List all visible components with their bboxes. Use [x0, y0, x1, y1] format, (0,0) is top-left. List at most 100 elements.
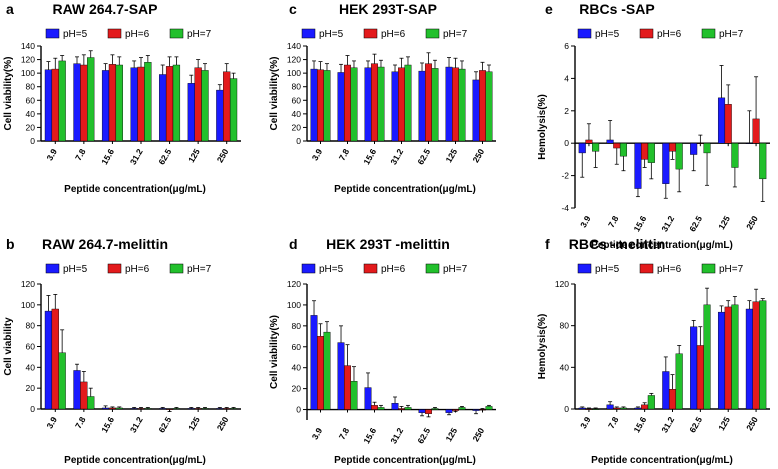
legend-label: pH=5 — [63, 29, 88, 40]
panel-b: b RAW 264.7-melittin pH=5 pH=6 pH=7 0 20 40 60 80… — [3, 236, 241, 466]
bar — [425, 63, 432, 142]
chart-title: RBCs -melittin — [569, 236, 665, 252]
y-tick-label: 40 — [292, 109, 302, 119]
bar — [759, 300, 767, 410]
bar — [745, 308, 753, 410]
bar — [418, 70, 426, 142]
bar — [137, 66, 145, 142]
legend-swatch — [169, 28, 184, 39]
bar — [364, 387, 372, 410]
legend-swatch — [363, 263, 378, 274]
legend-label: pH=5 — [319, 264, 344, 275]
bar — [452, 409, 459, 411]
legend-label: pH=7 — [719, 264, 744, 275]
panel-c: c HEK 293T-SAP pH=5 pH=6 pH=7 0 20 40 60 80 100 120… — [269, 1, 496, 195]
y-axis-label: Cell viability — [3, 317, 14, 376]
x-axis-label: Peptide concentration(μg/mL) — [64, 184, 206, 195]
y-tick-label: 60 — [292, 342, 302, 352]
x-tick-label: 7.8 — [606, 214, 621, 229]
bar — [165, 408, 174, 410]
bar — [703, 142, 711, 154]
bar — [229, 78, 238, 142]
legend-item: pH=7 — [701, 28, 744, 40]
bar — [115, 64, 123, 142]
bar — [485, 71, 493, 142]
legend-item: pH=7 — [169, 263, 212, 275]
y-tick-label: 80 — [292, 321, 302, 331]
x-tick-label: 250 — [744, 214, 760, 232]
bar — [696, 142, 704, 144]
bar — [108, 407, 117, 410]
panel-e: e RBCs -SAP pH=5 pH=6 pH=7 -4 -2 0 2 4 6 Hemolysis(… — [537, 1, 770, 251]
bar — [323, 331, 331, 410]
x-tick-label: 31.2 — [128, 147, 145, 167]
bar — [641, 142, 649, 160]
bar — [87, 57, 95, 142]
x-tick-label: 15.6 — [631, 214, 648, 234]
x-tick-label: 125 — [443, 147, 459, 165]
legend-item: pH=6 — [363, 263, 406, 275]
y-tick-label: 100 — [21, 68, 35, 78]
x-tick-label: 62.5 — [687, 415, 704, 435]
bar — [662, 371, 670, 410]
y-tick-label: 140 — [287, 41, 301, 51]
y-tick-label: -4 — [561, 203, 569, 213]
x-tick-label: 62.5 — [415, 147, 432, 167]
x-tick-label: 250 — [470, 147, 486, 165]
bar — [58, 352, 66, 410]
panel-a: a RAW 264.7-SAP pH=5 pH=6 pH=7 0 20 40 60 80 100 12… — [3, 1, 241, 195]
bar — [668, 389, 677, 410]
legend-label: pH=6 — [381, 264, 406, 275]
bar — [578, 142, 586, 154]
y-tick-label: 20 — [26, 122, 36, 132]
legend-label: pH=7 — [719, 29, 744, 40]
x-tick-label: 15.6 — [99, 147, 116, 167]
bar — [317, 336, 324, 410]
y-tick-label: 100 — [287, 300, 301, 310]
bar — [634, 142, 642, 189]
bar — [310, 315, 318, 410]
y-tick-label: 0 — [564, 138, 569, 148]
y-tick-label: 40 — [292, 363, 302, 373]
bar — [452, 67, 459, 142]
bar — [159, 74, 167, 142]
legend-label: pH=5 — [595, 264, 620, 275]
y-tick-label: 0 — [296, 405, 301, 415]
legend-swatch — [45, 28, 60, 39]
bar — [431, 68, 439, 142]
y-tick-label: 60 — [26, 95, 36, 105]
bar — [668, 142, 677, 152]
x-tick-label: 125 — [716, 415, 732, 433]
legend-label: pH=7 — [443, 29, 468, 40]
y-tick-label: 40 — [26, 109, 36, 119]
chart-title: RAW 264.7-melittin — [42, 236, 168, 252]
x-tick-label: 3.9 — [44, 147, 59, 162]
legend-swatch — [701, 28, 716, 39]
x-tick-label: 62.5 — [156, 147, 173, 167]
chart-title: HEK 293T-SAP — [339, 1, 437, 17]
bar — [371, 405, 378, 410]
bar — [690, 142, 698, 155]
legend-swatch — [639, 28, 654, 39]
x-tick-label: 250 — [215, 415, 231, 433]
bar — [703, 304, 711, 410]
x-tick-label: 3.9 — [310, 426, 325, 441]
bar — [647, 395, 655, 410]
bar — [696, 345, 704, 410]
bar — [364, 67, 372, 142]
x-axis-label: Peptide concentration(μg/mL) — [591, 455, 733, 466]
bar — [223, 71, 231, 142]
bar — [51, 68, 59, 142]
bar — [337, 72, 345, 142]
legend-item: pH=6 — [639, 28, 682, 40]
bar — [229, 408, 238, 410]
y-tick-label: 4 — [564, 73, 569, 83]
bar — [172, 408, 181, 410]
x-tick-label: 125 — [186, 415, 202, 433]
bar — [619, 407, 628, 410]
bar — [223, 408, 231, 410]
bar — [165, 66, 174, 142]
x-tick-label: 15.6 — [361, 426, 378, 446]
legend-swatch — [363, 28, 378, 39]
